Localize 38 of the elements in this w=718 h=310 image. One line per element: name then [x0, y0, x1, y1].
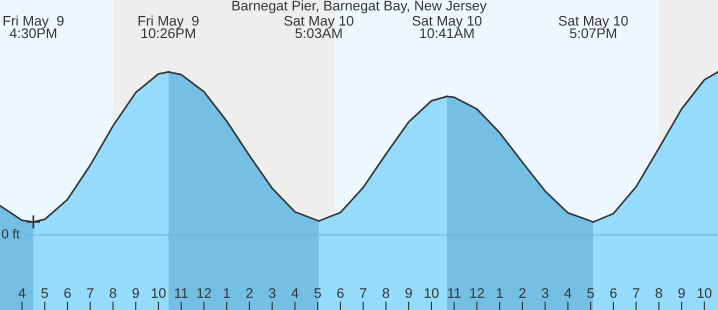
- x-tick-label: 5: [314, 288, 321, 298]
- ref-line-label: 0 ft: [2, 228, 20, 239]
- x-tick-label: 1: [224, 288, 230, 298]
- x-tick-label: 8: [656, 288, 662, 298]
- x-tick-label: 7: [632, 288, 640, 298]
- x-tick-label: 4: [564, 288, 572, 298]
- x-tick-label: 4: [291, 288, 298, 298]
- x-tick-label: 11: [448, 288, 461, 298]
- x-tick-label: 5: [587, 288, 594, 298]
- x-tick-label: 3: [542, 288, 548, 298]
- x-tick-label: 12: [470, 288, 484, 298]
- text: Sat May 10 10:41AM: [412, 16, 482, 38]
- x-tick-label: 9: [678, 288, 685, 298]
- x-tick-label: 5: [41, 288, 48, 298]
- x-tick-label: 9: [405, 288, 412, 298]
- x-tick-label: 10: [424, 288, 439, 298]
- x-tick-label: 4: [18, 288, 26, 298]
- text: Sat May 10 5:07PM: [558, 16, 628, 38]
- x-tick-label: 8: [110, 288, 116, 298]
- x-tick-label: 11: [175, 288, 188, 298]
- x-tick-label: 2: [246, 288, 253, 298]
- x-tick-label: 3: [268, 288, 276, 298]
- x-tick-label: 12: [197, 288, 211, 298]
- text: Fri May 9 4:30PM: [4, 16, 64, 38]
- x-tick-label: 7: [360, 288, 366, 298]
- x-tick-label: 10: [698, 288, 712, 298]
- x-tick-label: 6: [610, 288, 617, 298]
- x-tick-label: 10: [152, 288, 166, 298]
- text: Sat May 10 5:03AM: [284, 16, 354, 38]
- x-tick-label: 7: [87, 288, 94, 298]
- x-tick-label: 6: [337, 288, 344, 298]
- x-tick-label: 2: [519, 288, 526, 298]
- x-tick-label: 6: [64, 288, 71, 298]
- x-tick-label: 8: [382, 288, 390, 298]
- x-tick-label: 1: [496, 288, 503, 298]
- x-tick-label: 9: [132, 288, 139, 298]
- chart-title: Barnegat Pier, Barnegat Bay, New Jersey: [232, 0, 487, 14]
- text: Fri May 9 10:26PM: [138, 16, 199, 38]
